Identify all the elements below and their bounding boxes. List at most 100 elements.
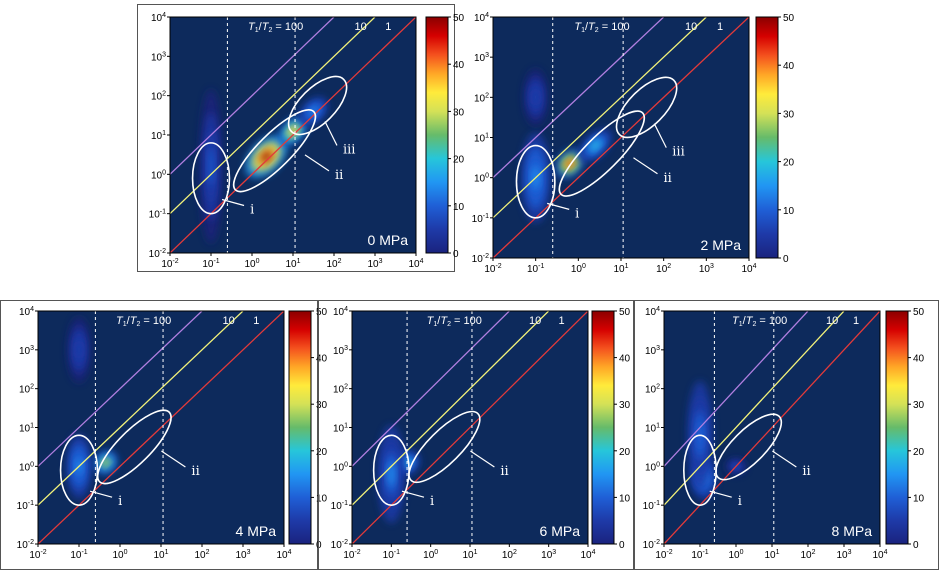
panel-4-colorbar [591,310,615,545]
panel-1-ratio-line-r100 [170,17,335,175]
panel-2-ratio-label-10: 10 [685,21,697,33]
panel-4-y-tick-label-6: 103 [333,345,348,357]
panel-3-frame [0,300,318,570]
panel-2-y-tick-label-6: 103 [474,52,489,64]
panel-1-y-tick-label-2: 10-1 [149,209,166,221]
panel-1-x-tick-label-3: 100 [244,258,259,270]
panel-4-x-tick-label-2: 10-1 [383,549,400,561]
panel-4-ratio-label-100: T1/T2 = 100 [427,315,482,328]
panel-4-x-tick-label-7: 104 [580,549,595,561]
panel-3-x-tick-label-5: 102 [194,549,209,561]
panel-3-pressure-label: 4 MPa [236,523,277,539]
panel-2-ratio-line-r10 [493,17,708,219]
panel-1-region-arrow-ii [304,154,330,172]
panel-3-ratio-line-r100 [38,311,203,467]
panel-5-y-tick-label-1: 10-2 [643,539,660,551]
panel-4-y-tick-label-3: 100 [333,461,348,473]
panel-3-ratio-label-1: 1 [253,315,259,327]
panel-5-ratio-line-r100 [664,311,809,467]
panel-1-y-tick-label-4: 101 [151,130,166,142]
panel-5-region-ellipse-ii [715,413,783,481]
panel-2-x-tick-label-4: 101 [613,263,628,275]
panel-1-x-tick-label-7: 104 [408,258,423,270]
panel-2-region-arrow-iii [653,123,667,148]
panel-4-colorbar-tick-label-1: 0 [619,540,625,551]
panel-1-colorbar-tick-label-4: 30 [453,107,465,118]
panel-5-region-label-i: i [738,494,742,509]
panel-5-y-tick-label-4: 101 [645,423,660,435]
panel-4-region-arrow-ii [470,450,495,468]
panel-5-x-tick-label-2: 10-1 [691,549,708,561]
panel-5-colorbar-tick-label-3: 20 [913,447,925,458]
panel-5-region-arrow-i [709,490,732,498]
panel-5-y-tick-label-3: 100 [645,461,660,473]
panel-5-ratio-label-10: 10 [826,315,838,327]
panel-5-region-label-ii: ii [802,464,810,479]
panel-3-region-arrow-ii [161,450,186,468]
panel-3-y-tick-label-3: 100 [19,461,34,473]
panel-2-x-tick-label-7: 104 [741,263,756,275]
panel-1-heat-blob-4-layer-4 [208,147,214,186]
panel-5-y-tick-label-6: 103 [645,345,660,357]
panel-3-y-tick-label-4: 101 [19,423,34,435]
panel-1-heat-blob-1-layer-4 [261,151,272,162]
panel-1-x-tick-label-6: 103 [367,258,382,270]
panel-4-region-label-ii: ii [500,464,508,479]
panel-3-region-ellipse-i [59,434,99,506]
panel-5-ratio-line-r10 [664,311,845,506]
panel-5-colorbar-tick-label-2: 10 [913,493,925,504]
panel-2-ratio-line-r100 [493,17,665,179]
panel-2-colorbar [755,16,779,259]
panel-2-x-tick-label-6: 103 [699,263,714,275]
panel-5-y-tick-label-2: 10-1 [643,500,660,512]
panel-4-frame [318,300,634,570]
panel-5-x-tick-label-4: 101 [764,549,779,561]
panel-5-y-tick-label-7: 104 [645,306,660,318]
panel-1-region-ellipse-i [191,142,231,215]
panel-3-ratio-line-r10 [38,311,244,506]
panel-3-ratio-label-10: 10 [223,315,235,327]
panel-3-region-ellipse-ii [96,409,172,485]
panel-2-colorbar-tick-label-6: 50 [783,13,795,24]
panel-5-colorbar-tick-label-5: 40 [913,354,925,365]
panel-4-pressure-label: 6 MPa [540,523,581,539]
panel-3-x-tick-label-2: 10-1 [70,549,87,561]
panel-5-x-tick-label-1: 10-2 [655,549,672,561]
panel-1-colorbar-tick-label-5: 40 [453,60,465,71]
panel-5-region-arrow-ii [772,450,797,468]
panel-2-ratio-label-100: T1/T2 = 100 [574,21,629,34]
panel-3-x-tick-label-6: 103 [235,549,250,561]
panel-2-y-tick-label-2: 10-1 [472,213,489,225]
panel-1-ratio-label-1: 1 [385,21,391,33]
panel-2-region-arrow-ii [633,157,658,175]
panel-1-x-tick-label-1: 10-2 [161,258,178,270]
panel-2-colorbar-tick-label-4: 30 [783,109,795,120]
panel-3-y-tick-label-5: 102 [19,384,34,396]
panel-2-colorbar-tick-label-3: 20 [783,158,795,169]
panel-2-colorbar-tick-label-1: 0 [783,254,789,265]
panel-1-region-ellipse-iii [287,75,348,136]
panel-4-colorbar-tick-label-4: 30 [619,400,631,411]
panel-4-x-tick-label-6: 103 [541,549,556,561]
panel-2-region-arrow-i [547,202,570,210]
panel-5-colorbar-tick-label-6: 50 [913,307,925,318]
panel-4-y-tick-label-5: 102 [333,384,348,396]
panel-4-x-tick-label-3: 100 [423,549,438,561]
panel-1-x-tick-label-2: 10-1 [202,258,219,270]
panel-4-ratio-label-10: 10 [529,315,541,327]
panel-4-x-tick-label-1: 10-2 [343,549,360,561]
panel-2-region-label-iii: iii [672,145,684,160]
panel-2-region-ellipse-i [515,144,556,219]
panel-3-region-label-i: i [118,494,122,509]
panel-3-region-label-ii: ii [191,464,199,479]
panel-3-x-tick-label-3: 100 [112,549,127,561]
panel-2-region-ellipse-iii [615,76,678,139]
panel-1-colorbar [425,16,449,254]
panel-2-region-ellipse-ii [558,110,646,197]
panel-2-colorbar-tick-label-5: 40 [783,61,795,72]
panel-5-ratio-label-100: T1/T2 = 100 [732,315,787,328]
